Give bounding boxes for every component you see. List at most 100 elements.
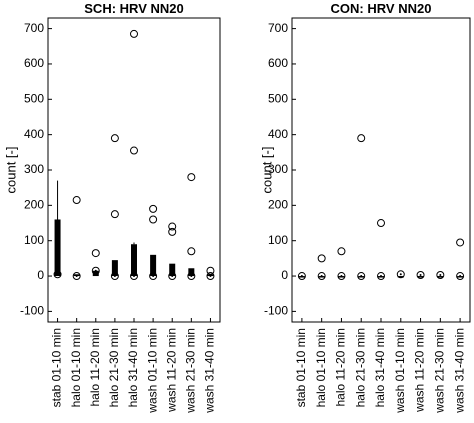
- y-tick-label: 300: [24, 162, 44, 176]
- point: [337, 272, 346, 281]
- point: [357, 134, 366, 143]
- y-tick-label: 100: [24, 233, 44, 247]
- point: [130, 272, 138, 281]
- point: [149, 204, 158, 213]
- bar: [437, 276, 444, 278]
- bar: [92, 270, 99, 277]
- y-tick-label: 600: [24, 56, 44, 70]
- y-tick-label: 200: [24, 198, 44, 212]
- y-tick-label: 0: [37, 268, 44, 282]
- y-axis-label: count [-]: [259, 147, 274, 194]
- point-center: [360, 275, 363, 278]
- point: [297, 272, 306, 281]
- y-tick-label: 400: [24, 127, 44, 141]
- point: [317, 254, 326, 263]
- point: [149, 215, 158, 224]
- point-center: [340, 275, 343, 278]
- x-tick-label: wash 11-20 min: [413, 328, 427, 413]
- point: [317, 272, 326, 281]
- point-center: [113, 275, 116, 278]
- y-tick-label: 600: [268, 56, 288, 70]
- bar: [397, 276, 404, 278]
- y-axis-label: count [-]: [3, 147, 18, 194]
- x-tick-label: halo 21-30 min: [353, 328, 367, 407]
- chart-title: CON: HRV NN20: [331, 1, 432, 16]
- point: [456, 272, 465, 281]
- point-center: [459, 275, 462, 278]
- point-center: [209, 275, 212, 278]
- point: [168, 227, 177, 236]
- point-center: [133, 275, 135, 278]
- point: [206, 266, 215, 275]
- y-tick-label: 0: [281, 268, 288, 282]
- point-center: [152, 275, 155, 278]
- y-tick-label: 100: [268, 233, 288, 247]
- bar: [150, 254, 157, 277]
- y-tick-label: 300: [268, 162, 288, 176]
- bar: [417, 276, 424, 278]
- point-center: [300, 275, 303, 278]
- bar: [54, 219, 61, 277]
- point-center: [419, 273, 422, 276]
- y-tick-label: 700: [268, 21, 288, 35]
- point: [357, 272, 366, 281]
- x-tick-label: halo 21-30 min: [107, 328, 121, 407]
- point: [377, 272, 385, 281]
- y-tick-label: 700: [24, 21, 44, 35]
- y-tick-label: 500: [24, 91, 44, 105]
- x-tick-label: halo 01-10 min: [69, 328, 83, 407]
- point-center: [171, 275, 174, 278]
- point: [187, 272, 196, 281]
- point: [110, 210, 119, 219]
- x-tick-label: stab 01-10 min: [294, 328, 308, 407]
- point: [436, 270, 445, 279]
- point-center: [439, 273, 442, 276]
- point: [53, 270, 62, 279]
- point: [91, 266, 100, 275]
- point: [456, 238, 465, 247]
- chart-title: SCH: HRV NN20: [84, 1, 183, 16]
- x-tick-label: wash 31-40 min: [203, 328, 217, 414]
- y-tick-label: -100: [264, 304, 288, 318]
- point-center: [380, 275, 382, 278]
- point: [130, 146, 138, 155]
- point: [72, 272, 81, 281]
- bar: [131, 244, 137, 277]
- point: [187, 247, 196, 256]
- y-tick-label: 500: [268, 91, 288, 105]
- x-tick-label: halo 31-40 min: [373, 328, 387, 407]
- point: [377, 219, 385, 228]
- y-tick-label: 200: [268, 198, 288, 212]
- point-center: [94, 269, 97, 272]
- y-tick-label: -100: [20, 304, 44, 318]
- y-tick-label: 400: [268, 127, 288, 141]
- x-tick-label: halo 11-20 min: [334, 328, 348, 407]
- x-tick-label: wash 01-10 min: [393, 328, 407, 414]
- point-center: [399, 273, 402, 276]
- point-center: [56, 273, 59, 276]
- x-tick-label: halo 01-10 min: [314, 328, 328, 407]
- x-tick-label: halo 31-40 min: [126, 328, 140, 407]
- point: [168, 222, 177, 231]
- point: [396, 270, 405, 279]
- point: [110, 134, 119, 143]
- x-tick-label: wash 31-40 min: [452, 328, 466, 414]
- x-tick-label: wash 11-20 min: [164, 328, 178, 413]
- x-tick-label: wash 21-30 min: [433, 328, 447, 414]
- x-tick-label: wash 01-10 min: [145, 328, 159, 414]
- point: [149, 272, 158, 281]
- x-tick-label: wash 21-30 min: [184, 328, 198, 414]
- point: [206, 272, 215, 281]
- point: [72, 196, 81, 205]
- point: [168, 272, 177, 281]
- bar: [169, 263, 176, 277]
- x-tick-label: stab 01-10 min: [50, 328, 64, 407]
- point: [337, 247, 346, 256]
- point: [130, 29, 138, 38]
- point: [91, 249, 100, 258]
- point: [187, 173, 196, 182]
- bar: [111, 260, 118, 277]
- point-center: [75, 275, 78, 278]
- point-center: [190, 275, 193, 278]
